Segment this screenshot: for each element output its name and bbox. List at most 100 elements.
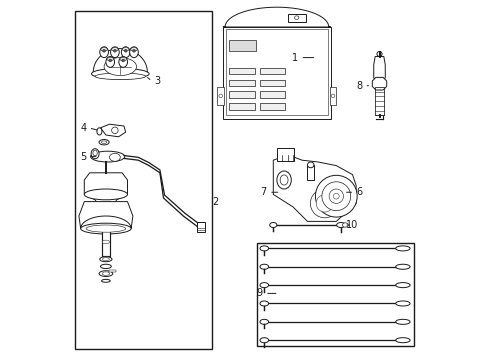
Polygon shape bbox=[84, 173, 127, 205]
Ellipse shape bbox=[91, 68, 149, 79]
Ellipse shape bbox=[276, 171, 291, 189]
Ellipse shape bbox=[99, 271, 113, 276]
Ellipse shape bbox=[101, 141, 106, 143]
Bar bbox=[260, 80, 285, 86]
Ellipse shape bbox=[395, 319, 409, 324]
Ellipse shape bbox=[84, 189, 127, 200]
Ellipse shape bbox=[111, 127, 118, 134]
Polygon shape bbox=[101, 124, 125, 137]
Text: 3: 3 bbox=[154, 76, 160, 86]
Text: 1: 1 bbox=[291, 53, 297, 63]
Ellipse shape bbox=[119, 57, 127, 67]
Ellipse shape bbox=[90, 151, 124, 162]
Bar bbox=[329, 87, 336, 105]
Circle shape bbox=[310, 189, 339, 218]
Polygon shape bbox=[93, 49, 147, 74]
Ellipse shape bbox=[100, 47, 108, 58]
Ellipse shape bbox=[395, 246, 409, 251]
Polygon shape bbox=[371, 77, 386, 90]
Ellipse shape bbox=[132, 49, 135, 52]
Bar bbox=[257, 243, 413, 346]
Ellipse shape bbox=[395, 283, 409, 288]
Circle shape bbox=[315, 175, 356, 217]
Ellipse shape bbox=[86, 225, 125, 232]
Bar bbox=[223, 27, 330, 119]
Bar bbox=[225, 29, 327, 115]
Text: 9: 9 bbox=[256, 288, 262, 298]
Text: 10: 10 bbox=[346, 220, 358, 230]
Polygon shape bbox=[223, 7, 330, 27]
Ellipse shape bbox=[122, 48, 129, 51]
Bar bbox=[102, 229, 110, 256]
Bar bbox=[229, 91, 254, 98]
Ellipse shape bbox=[120, 57, 126, 61]
Ellipse shape bbox=[102, 279, 110, 282]
Ellipse shape bbox=[336, 222, 345, 228]
Bar bbox=[217, 87, 224, 105]
Text: 4: 4 bbox=[80, 123, 86, 133]
Ellipse shape bbox=[101, 264, 111, 269]
Ellipse shape bbox=[101, 48, 107, 51]
Ellipse shape bbox=[99, 140, 109, 145]
Ellipse shape bbox=[269, 222, 276, 228]
Ellipse shape bbox=[124, 49, 127, 52]
Polygon shape bbox=[79, 202, 133, 229]
Text: 2: 2 bbox=[211, 197, 218, 207]
Ellipse shape bbox=[122, 59, 124, 62]
Bar bbox=[374, 87, 384, 115]
Ellipse shape bbox=[106, 57, 114, 67]
Circle shape bbox=[321, 182, 350, 211]
Text: 6: 6 bbox=[356, 187, 362, 197]
Ellipse shape bbox=[260, 264, 268, 269]
Ellipse shape bbox=[110, 47, 119, 58]
Circle shape bbox=[328, 189, 343, 203]
Ellipse shape bbox=[260, 338, 268, 343]
Bar bbox=[109, 270, 116, 272]
Ellipse shape bbox=[395, 301, 409, 306]
Bar bbox=[229, 103, 254, 110]
Ellipse shape bbox=[121, 47, 130, 58]
Text: 8: 8 bbox=[355, 81, 361, 91]
Polygon shape bbox=[273, 155, 355, 221]
Ellipse shape bbox=[219, 94, 222, 98]
Ellipse shape bbox=[395, 338, 409, 343]
Ellipse shape bbox=[280, 175, 287, 185]
Bar bbox=[260, 91, 285, 98]
Ellipse shape bbox=[100, 257, 112, 262]
Circle shape bbox=[333, 193, 339, 199]
Bar bbox=[260, 103, 285, 110]
Bar bbox=[287, 14, 305, 22]
Ellipse shape bbox=[95, 73, 145, 80]
Ellipse shape bbox=[102, 272, 109, 275]
Ellipse shape bbox=[111, 48, 118, 51]
Ellipse shape bbox=[376, 51, 381, 57]
Ellipse shape bbox=[260, 319, 268, 324]
Ellipse shape bbox=[91, 149, 99, 159]
Ellipse shape bbox=[107, 57, 113, 61]
Text: 7: 7 bbox=[260, 187, 266, 197]
Ellipse shape bbox=[102, 240, 109, 244]
Ellipse shape bbox=[129, 47, 138, 58]
Ellipse shape bbox=[93, 150, 97, 156]
Bar bbox=[229, 68, 254, 74]
Bar bbox=[260, 68, 285, 74]
Ellipse shape bbox=[260, 301, 268, 306]
Ellipse shape bbox=[342, 223, 347, 227]
Ellipse shape bbox=[130, 48, 137, 51]
Ellipse shape bbox=[102, 258, 109, 261]
Ellipse shape bbox=[260, 283, 268, 288]
Text: 5: 5 bbox=[80, 152, 86, 162]
Polygon shape bbox=[373, 57, 385, 85]
Ellipse shape bbox=[330, 94, 334, 98]
Ellipse shape bbox=[294, 16, 298, 19]
Bar bbox=[229, 80, 254, 86]
Ellipse shape bbox=[81, 223, 131, 234]
Ellipse shape bbox=[102, 49, 105, 52]
Ellipse shape bbox=[97, 128, 102, 135]
Circle shape bbox=[316, 195, 333, 212]
Bar bbox=[229, 40, 256, 51]
Ellipse shape bbox=[104, 58, 136, 76]
Ellipse shape bbox=[109, 153, 120, 161]
Ellipse shape bbox=[260, 246, 268, 251]
Bar bbox=[307, 165, 313, 180]
